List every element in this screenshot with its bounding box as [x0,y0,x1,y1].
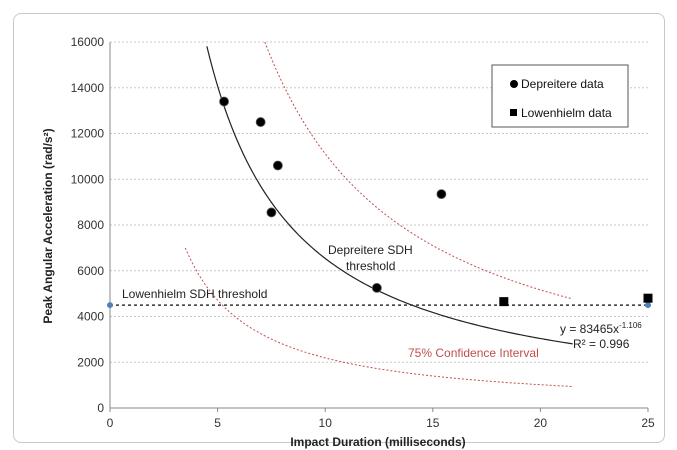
threshold-endpoint-marker [645,302,651,309]
data-point-depreitere [255,117,266,127]
confidence-lower-curve [184,247,573,388]
threshold-label: Lowenhielm SDH threshold [122,287,267,301]
curves [184,41,573,388]
y-tick-label: 0 [97,401,104,415]
fit-equation-exponent: -1.106 [619,321,642,330]
y-tick-label: 4000 [77,310,104,324]
fit-curve-label-line2: threshold [346,259,395,273]
threshold-group [107,302,651,309]
data-point-depreitere [266,207,277,218]
fit-curve-label-line1: Depreitere SDH [328,243,413,257]
data-point-depreitere [436,189,447,200]
confidence-interval-label: 75% Confidence Interval [408,346,539,360]
fit-equation: y = 83465x-1.106 [560,321,642,336]
y-tick-label: 16000 [71,35,105,49]
confidence-upper-curve [264,41,573,300]
y-axis-title: Peak Angular Acceleration (rad/s²) [41,128,55,323]
r-squared-label: R² = 0.996 [573,337,630,351]
threshold-endpoint-marker [107,302,113,309]
x-tick-label: 5 [214,416,221,430]
fit-equation-base: y = 83465x [560,322,619,336]
data-point-lowenhielm [643,293,653,303]
data-point-lowenhielm [499,297,509,307]
legend-marker-lowenhielm [510,109,517,116]
data-points [219,96,653,307]
legend-marker-depreitere [510,80,518,88]
data-point-depreitere [272,160,283,171]
legend: Depreitere data Lowenhielm data [491,64,629,128]
x-tick-label: 10 [319,416,333,430]
y-tick-label: 12000 [71,127,105,141]
axes [109,42,649,412]
data-point-depreitere [371,283,382,293]
x-tick-label: 0 [107,416,114,430]
x-tick-label: 15 [426,416,440,430]
fit-curve [206,46,573,345]
y-tick-label: 6000 [77,264,104,278]
y-tick-label: 10000 [71,172,105,186]
legend-label-depreitere: Depreitere data [521,77,604,91]
x-tick-label: 25 [641,416,655,430]
y-tick-label: 14000 [71,81,105,95]
y-tick-label: 2000 [77,355,104,369]
x-tick-label: 20 [534,416,548,430]
x-axis-title: Impact Duration (milliseconds) [290,435,465,449]
tick-labels: 0 2000 4000 6000 8000 10000 12000 14000 16000 0 5 1… [71,35,655,430]
legend-label-lowenhielm: Lowenhielm data [521,106,612,120]
data-point-depreitere [219,96,229,107]
y-tick-label: 8000 [77,218,104,232]
legend-box [491,64,629,128]
